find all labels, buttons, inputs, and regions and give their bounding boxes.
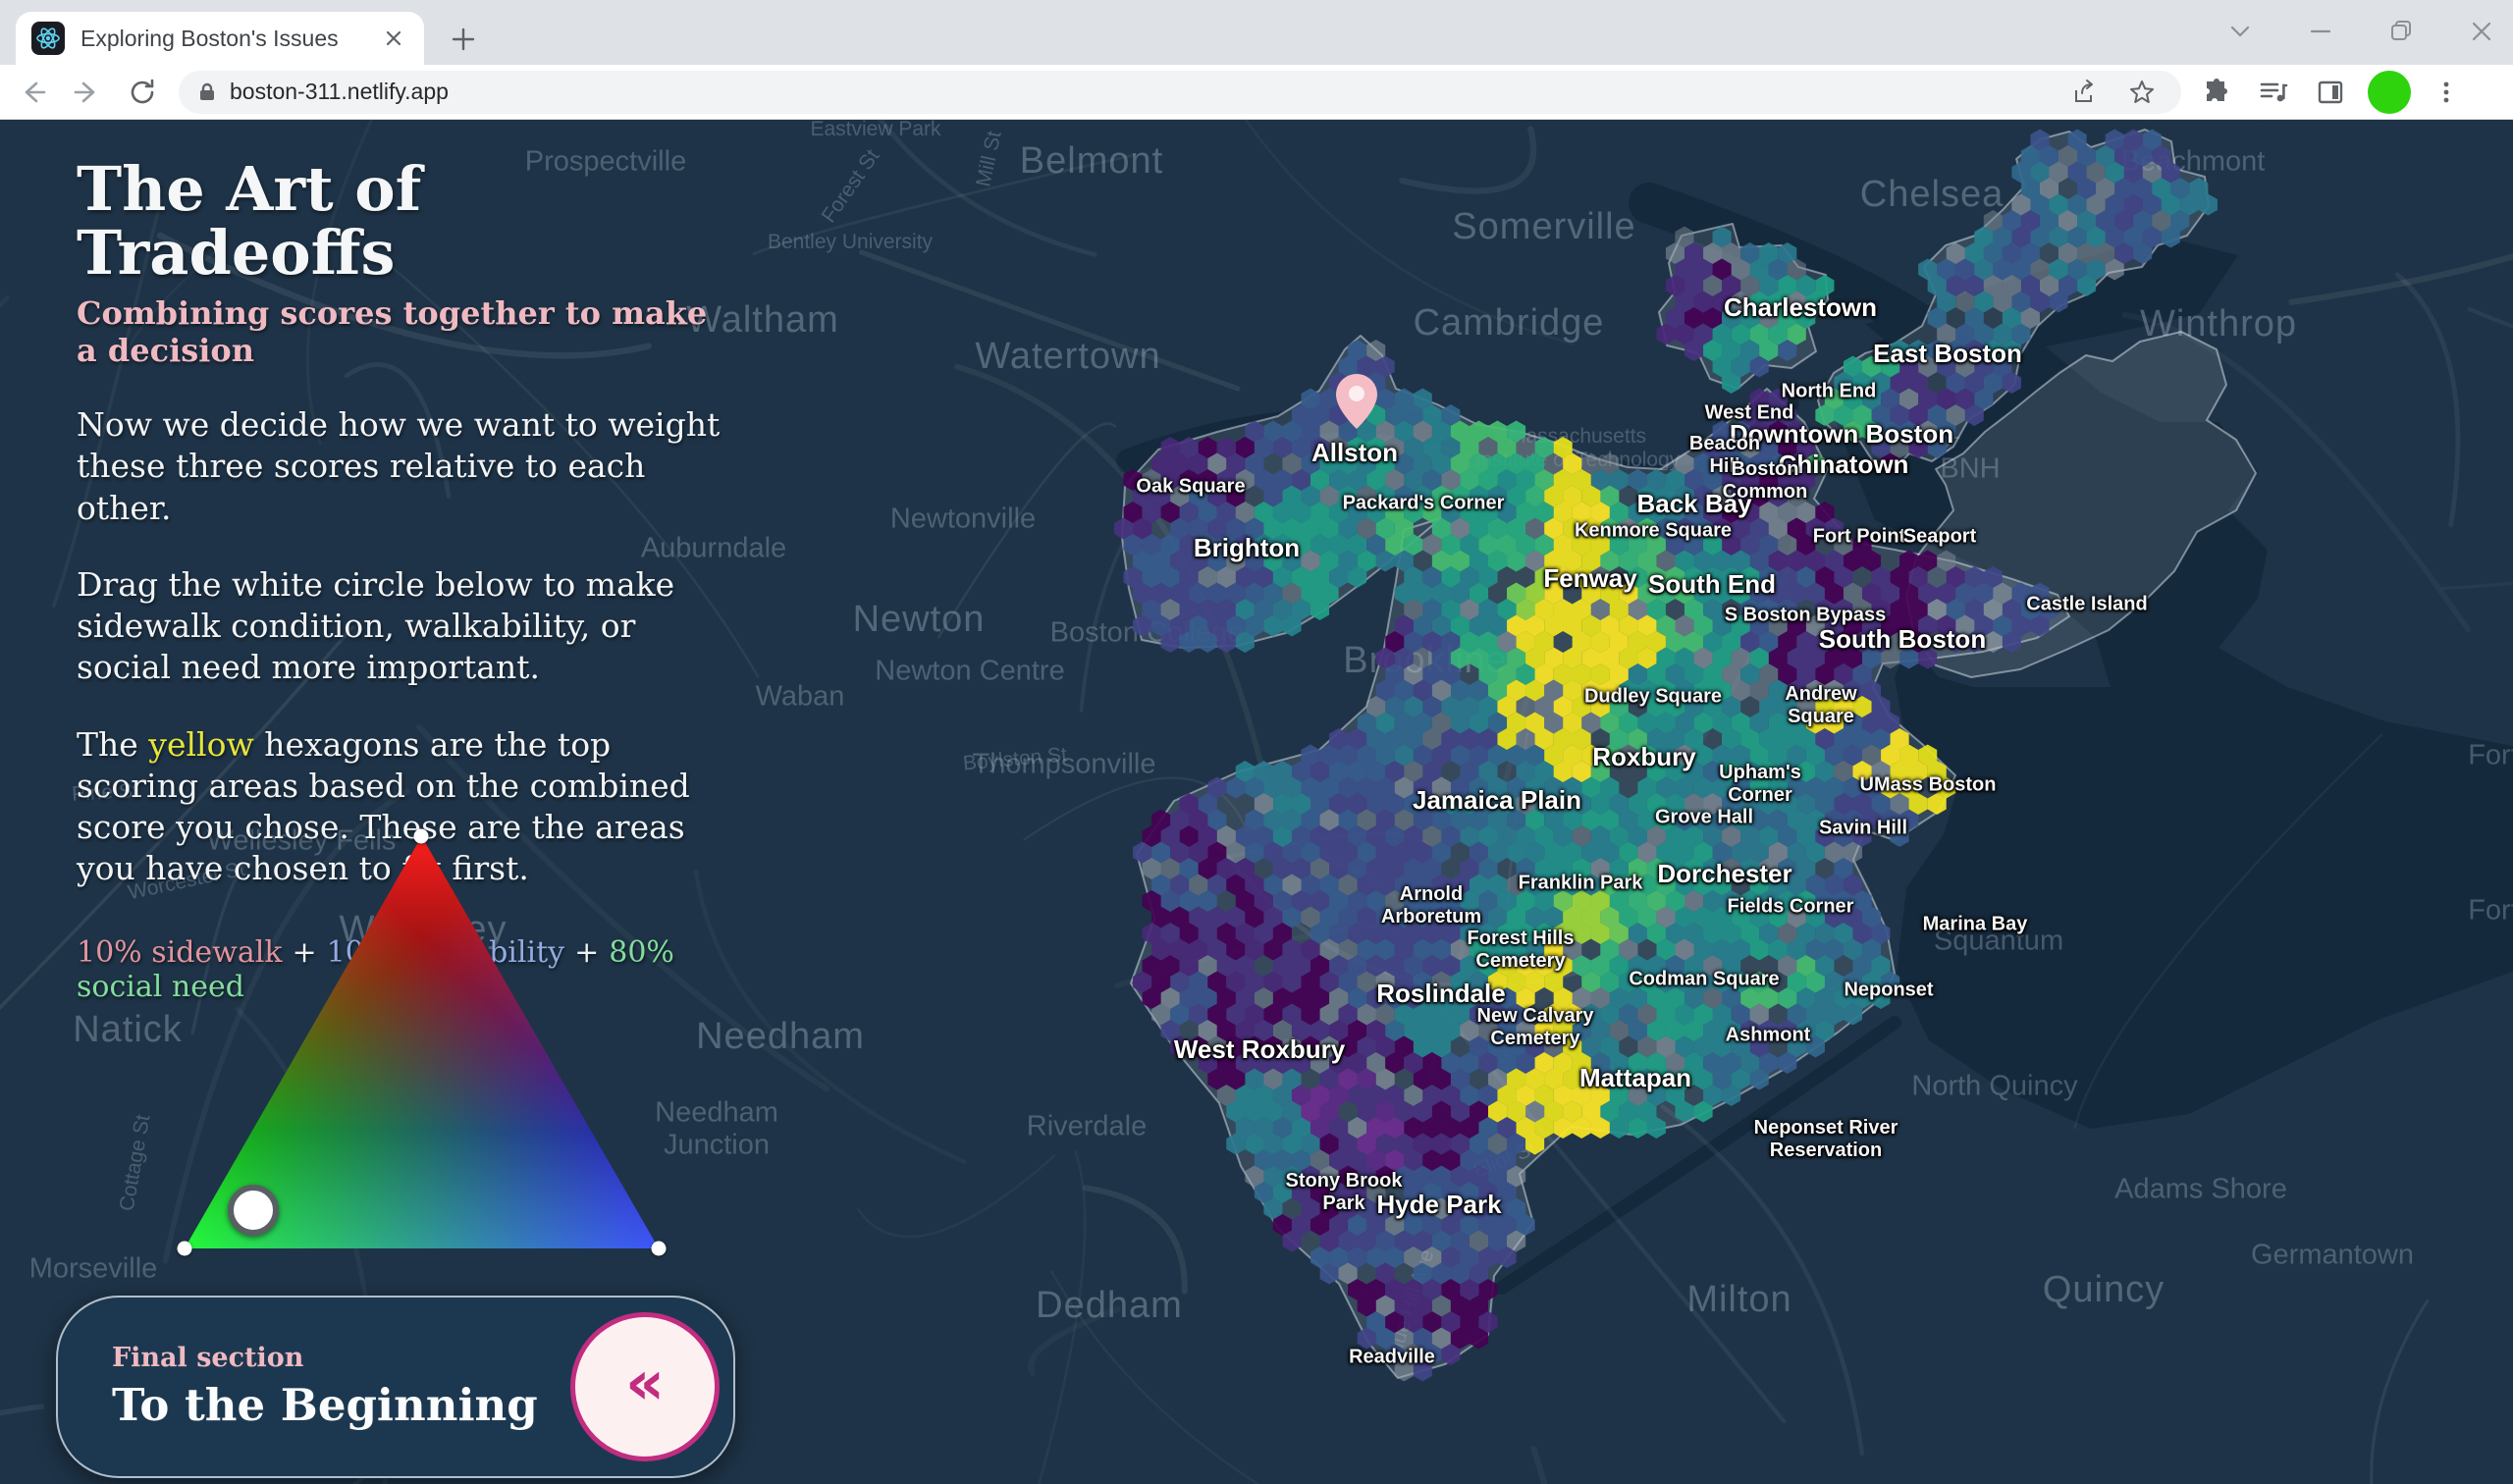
tab-title: Exploring Boston's Issues — [80, 25, 339, 51]
window-restore-button[interactable] — [2378, 8, 2425, 55]
browser-chrome: Exploring Boston's Issues — [0, 0, 2513, 120]
double-chevron-left-icon: « — [624, 1347, 666, 1418]
paragraph-drag: Drag the white circle below to make side… — [77, 564, 675, 687]
formula-term: 10% sidewalk — [77, 934, 283, 970]
tradeoff-triangle[interactable] — [177, 828, 667, 1256]
section-nav-card[interactable]: Final section To the Beginning « — [56, 1296, 735, 1478]
tab-strip: Exploring Boston's Issues — [0, 0, 2513, 65]
formula-term: + — [292, 934, 317, 970]
new-tab-button[interactable] — [444, 20, 483, 59]
triangle-vertex-right — [651, 1241, 667, 1256]
browser-toolbar: boston-311.netlify.app — [0, 65, 2513, 120]
url-text: boston-311.netlify.app — [230, 79, 449, 104]
paragraph-yellow: The yellow hexagons are the top scoring … — [77, 724, 690, 888]
page-title: The Art of Tradeoffs — [77, 153, 422, 290]
reload-icon[interactable] — [120, 70, 165, 115]
triangle-vertex-top — [413, 828, 429, 844]
nav-title: To the Beginning — [112, 1379, 538, 1431]
side-panel-icon[interactable] — [2309, 71, 2352, 114]
yellow-highlight: yellow — [148, 724, 254, 764]
to-beginning-button[interactable]: « — [570, 1312, 720, 1461]
bookmark-star-icon[interactable] — [2120, 71, 2164, 114]
narrative-panel: The Art of Tradeoffs Combining scores to… — [77, 157, 732, 1004]
hexbin-layer — [1113, 129, 2257, 1382]
window-minimize-button[interactable] — [2297, 8, 2344, 55]
extensions-icon[interactable] — [2195, 71, 2238, 114]
nav-eyebrow: Final section — [112, 1343, 304, 1373]
weight-drag-handle[interactable] — [228, 1185, 279, 1236]
menu-kebab-icon[interactable] — [2425, 71, 2468, 114]
window-close-button[interactable] — [2458, 8, 2505, 55]
triangle-vertex-left — [177, 1241, 192, 1256]
profile-avatar[interactable] — [2368, 70, 2411, 114]
tab-search-icon[interactable] — [2217, 8, 2264, 55]
lock-icon — [200, 82, 214, 100]
formula-term: + — [574, 934, 600, 970]
share-icon[interactable] — [2063, 71, 2107, 114]
back-icon[interactable] — [10, 70, 55, 115]
formula-term: 80% social need — [77, 934, 674, 1004]
address-bar[interactable]: boston-311.netlify.app — [179, 70, 2181, 114]
forward-icon[interactable] — [65, 70, 110, 115]
tab-close-icon[interactable] — [379, 24, 408, 53]
page-subtitle: Combining scores together to make a deci… — [77, 294, 708, 370]
react-favicon-icon — [31, 22, 65, 55]
paragraph-weights: Now we decide how we want to weight thes… — [77, 405, 721, 527]
browser-tab[interactable]: Exploring Boston's Issues — [16, 12, 424, 65]
media-playlist-icon[interactable] — [2252, 71, 2295, 114]
